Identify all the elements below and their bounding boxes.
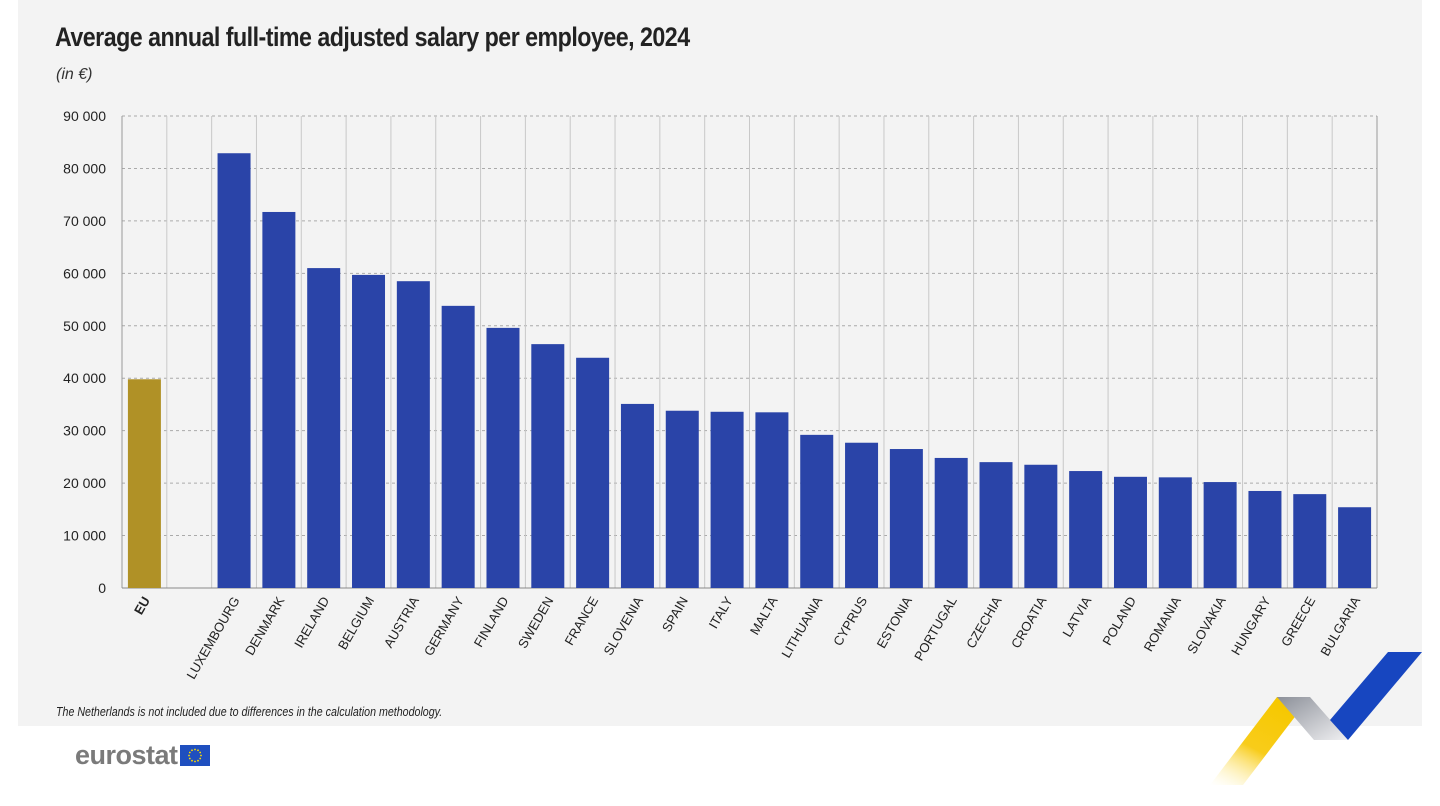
bar-luxembourg [217, 153, 251, 589]
chart-unit: (in €) [56, 66, 93, 83]
x-tick-label: EU [131, 594, 153, 617]
x-tick-label: CROATIA [1008, 594, 1050, 651]
x-tick-label: MALTA [747, 594, 781, 638]
y-tick-label: 10 000 [63, 528, 106, 544]
x-tick-label: CYPRUS [830, 594, 870, 649]
bar-croatia [1024, 464, 1058, 588]
bar-austria [396, 281, 430, 588]
flag-star [188, 751, 191, 754]
y-tick-label: 20 000 [63, 475, 106, 491]
x-tick-label: FRANCE [562, 594, 602, 648]
x-tick-label: ROMANIA [1141, 594, 1184, 654]
bar-eu [127, 379, 161, 588]
bar-france [576, 357, 610, 588]
flag-star [199, 754, 202, 757]
x-tick-label: BELGIUM [335, 594, 377, 652]
x-tick-label: POLAND [1099, 594, 1139, 648]
x-tick-label: LUXEMBOURG [183, 594, 242, 682]
bar-portugal [934, 457, 968, 588]
x-tick-label: GERMANY [421, 594, 467, 659]
y-tick-label: 90 000 [63, 108, 106, 124]
bar-estonia [889, 449, 923, 588]
flag-star [196, 759, 199, 762]
bar-sweden [531, 344, 565, 588]
flag-star [198, 751, 201, 754]
bar-belgium [352, 274, 386, 588]
bar-malta [755, 412, 789, 588]
x-tick-label: FINLAND [471, 594, 512, 650]
flag-star [187, 754, 190, 757]
bar-slovakia [1203, 482, 1237, 588]
y-tick-label: 40 000 [63, 370, 106, 386]
x-tick-label: LITHUANIA [778, 594, 825, 661]
flag-star [193, 760, 196, 763]
bar-spain [665, 410, 699, 588]
bar-slovenia [620, 403, 654, 588]
bar-finland [486, 327, 520, 588]
bar-lithuania [800, 434, 834, 588]
x-tick-label: DENMARK [242, 594, 288, 658]
eurostat-wordmark: eurostat [75, 740, 178, 770]
x-tick-label: AUSTRIA [381, 594, 422, 651]
eu-flag-icon [179, 745, 210, 766]
eurostat-logo: eurostat [75, 740, 210, 771]
bar-italy [710, 411, 744, 588]
bar-ireland [307, 268, 341, 588]
flag-star [196, 749, 199, 752]
bar-bulgaria [1338, 507, 1372, 588]
decorative-ribbon [1210, 652, 1422, 785]
chart-title: Average annual full-time adjusted salary… [55, 22, 690, 52]
flag-star [188, 757, 191, 760]
flag-star [190, 759, 193, 762]
bar-germany [441, 305, 475, 588]
bar-czechia [979, 462, 1013, 588]
bar-poland [1113, 476, 1147, 588]
y-tick-label: 0 [98, 580, 106, 596]
x-tick-label: ITALY [706, 594, 736, 631]
bar-romania [1158, 477, 1192, 588]
bar-cyprus [845, 442, 879, 588]
y-tick-label: 30 000 [63, 423, 106, 439]
x-tick-label: LATVIA [1059, 594, 1094, 640]
bar-latvia [1069, 471, 1103, 588]
y-tick-label: 70 000 [63, 213, 106, 229]
bar-chart: 0 10 000 20 000 30 000 40 000 50 000 60 000 70 … [63, 108, 1378, 682]
x-tick-label: IRELAND [291, 594, 332, 650]
bar-greece [1293, 494, 1327, 588]
x-tick-label: PORTUGAL [911, 594, 960, 663]
chart-panel [18, 0, 1422, 726]
y-tick-label: 80 000 [63, 160, 106, 176]
bar-hungary [1248, 490, 1282, 588]
x-tick-label: SPAIN [659, 594, 691, 634]
flag-star [193, 748, 196, 751]
y-tick-label: 50 000 [63, 318, 106, 334]
flag-star [198, 757, 201, 760]
x-tick-label: SWEDEN [515, 594, 557, 651]
x-tick-label: ESTONIA [874, 594, 916, 651]
y-tick-label: 60 000 [63, 265, 106, 281]
chart-note: The Netherlands is not included due to d… [56, 704, 443, 719]
bar-denmark [262, 211, 296, 588]
flag-star [190, 749, 193, 752]
x-tick-label: CZECHIA [963, 594, 1005, 651]
x-tick-label: SLOVENIA [601, 594, 647, 658]
